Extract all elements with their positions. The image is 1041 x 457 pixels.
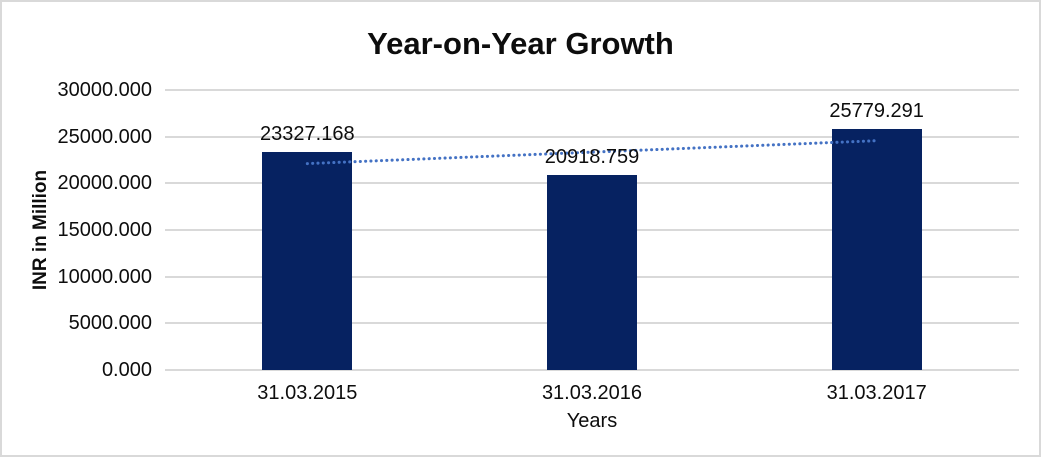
y-tick-label: 25000.000 — [57, 125, 152, 148]
data-label: 20918.759 — [544, 145, 640, 168]
x-tick-label: 31.03.2017 — [826, 382, 927, 404]
gridline — [165, 369, 1019, 371]
chart-title: Year-on-Year Growth — [367, 26, 674, 61]
gridline — [165, 135, 1019, 138]
y-tick-label: 20000.000 — [57, 172, 152, 195]
y-tick-label: 5000.000 — [68, 312, 152, 335]
y-tick-label: 10000.000 — [57, 265, 152, 288]
x-tick-label: 31.03.2015 — [257, 382, 358, 404]
data-label: 25779.291 — [829, 100, 924, 123]
y-tick-label: 0.000 — [101, 359, 152, 381]
y-tick-label: 15000.000 — [57, 219, 152, 241]
bar — [262, 152, 353, 370]
bar — [547, 174, 637, 370]
y-tick-label: 30000.000 — [57, 79, 152, 101]
gridline — [165, 89, 1019, 91]
data-label: 23327.168 — [260, 123, 355, 146]
x-axis-title: Years — [566, 410, 618, 432]
bar — [831, 129, 922, 370]
x-tick-label: 31.03.2016 — [541, 382, 643, 404]
